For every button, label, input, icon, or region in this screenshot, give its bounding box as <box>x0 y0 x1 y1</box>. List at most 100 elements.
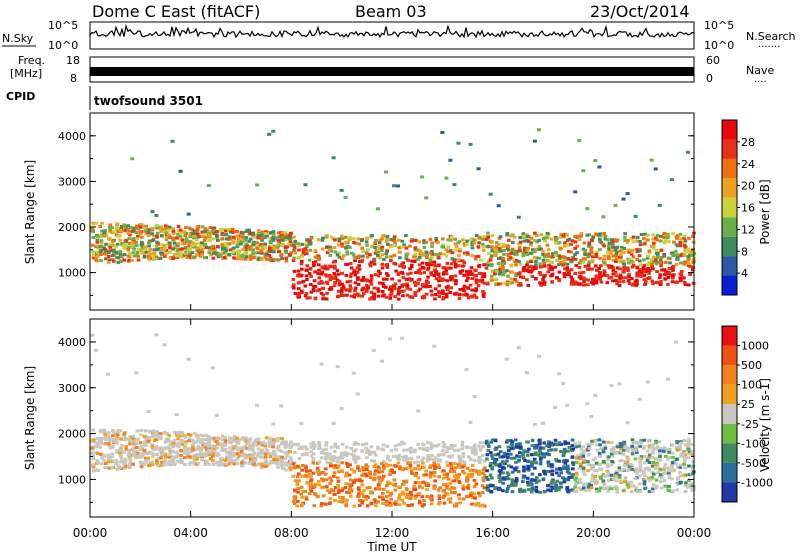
scatter-cell <box>643 268 647 272</box>
scatter-cell <box>501 461 506 465</box>
scatter-cell <box>488 192 493 196</box>
scatter-cell <box>462 242 467 246</box>
scatter-cell <box>509 456 514 460</box>
scatter-cell <box>94 221 99 225</box>
scatter-cell <box>527 270 531 274</box>
scatter-cell <box>154 433 159 437</box>
scatter-cell <box>128 225 133 229</box>
scatter-cell <box>308 487 313 491</box>
scatter-cell <box>465 242 469 246</box>
scatter-cell <box>206 183 211 187</box>
scatter-cell <box>547 440 551 444</box>
scatter-cell <box>650 470 655 474</box>
scatter-cell <box>401 455 405 459</box>
scatter-cell <box>541 237 546 241</box>
scatter-cell <box>178 251 183 255</box>
scatter-cell <box>448 500 453 504</box>
scatter-cell <box>678 463 683 467</box>
scatter-cell <box>578 271 582 275</box>
scatter-cell <box>171 462 176 466</box>
scatter-cell <box>437 279 441 283</box>
scatter-cell <box>384 499 389 503</box>
scatter-cell <box>437 465 442 469</box>
scatter-cell <box>555 275 559 279</box>
scatter-cell <box>462 273 467 277</box>
scatter-cell <box>303 445 308 449</box>
scatter-cell <box>420 486 425 490</box>
scatter-cell <box>297 248 301 252</box>
scatter-cell <box>231 250 235 254</box>
scatter-cell <box>627 464 632 468</box>
scatter-cell <box>232 246 236 250</box>
scatter-cell <box>171 237 176 241</box>
scatter-cell <box>461 497 466 501</box>
scatter-cell <box>510 257 515 261</box>
scatter-cell <box>99 244 104 248</box>
scatter-cell <box>311 459 316 463</box>
scatter-cell <box>348 488 352 492</box>
scatter-cell <box>642 278 647 282</box>
scatter-cell <box>438 486 442 490</box>
scatter-cell <box>606 458 610 462</box>
scatter-cell <box>400 263 404 267</box>
scatter-cell <box>470 277 474 281</box>
scatter-cell <box>277 235 282 239</box>
scatter-cell <box>236 240 241 244</box>
scatter-cell <box>362 495 366 499</box>
scatter-cell <box>450 486 455 490</box>
scatter-cell <box>440 237 445 241</box>
scatter-cell <box>445 266 450 270</box>
scatter-cell <box>372 262 377 266</box>
scatter-cell <box>595 443 599 447</box>
scatter-cell <box>404 255 409 259</box>
scatter-cell <box>631 263 636 267</box>
scatter-cell <box>461 287 466 291</box>
scatter-cell <box>122 258 127 262</box>
scatter-cell <box>589 246 594 250</box>
scatter-cell <box>276 238 281 242</box>
scatter-cell <box>578 462 583 466</box>
scatter-cell <box>231 454 236 458</box>
scatter-cell <box>589 248 593 252</box>
scatter-cell <box>382 463 386 467</box>
scatter-cell <box>309 450 314 454</box>
scatter-cell <box>244 229 249 233</box>
scatter-cell <box>150 435 155 439</box>
scatter-cell <box>95 234 100 238</box>
scatter-cell <box>90 243 95 247</box>
scatter-cell <box>428 263 433 267</box>
scatter-cell <box>130 157 135 161</box>
scatter-cell <box>425 440 430 444</box>
scatter-cell <box>477 444 481 448</box>
scatter-cell <box>482 466 487 470</box>
scatter-cell <box>674 462 678 466</box>
scatter-cell <box>227 242 232 246</box>
scatter-cell <box>618 469 622 473</box>
scatter-cell <box>385 464 389 468</box>
scatter-cell <box>466 276 470 280</box>
scatter-cell <box>215 437 220 441</box>
scatter-cell <box>558 467 562 471</box>
scatter-cell <box>280 257 284 261</box>
scatter-cell <box>638 263 643 267</box>
scatter-cell <box>505 283 510 287</box>
scatter-cell <box>509 446 514 450</box>
scatter-cell <box>601 479 606 483</box>
scatter-cell <box>521 254 526 258</box>
scatter-cell <box>489 440 494 444</box>
scatter-cell <box>631 255 636 259</box>
scatter-cell <box>409 469 414 473</box>
scatter-cell <box>244 255 249 259</box>
scatter-cell <box>123 437 128 441</box>
scatter-cell <box>392 261 396 265</box>
scatter-cell <box>307 472 312 476</box>
scatter-cell <box>554 488 558 492</box>
scatter-cell <box>579 480 583 484</box>
scatter-cell <box>448 455 453 459</box>
scatter-cell <box>178 169 183 173</box>
scatter-cell <box>271 238 276 242</box>
scatter-cell <box>398 256 402 260</box>
scatter-cell <box>530 486 535 490</box>
scatter-cell <box>621 489 626 493</box>
scatter-cell <box>454 473 459 477</box>
